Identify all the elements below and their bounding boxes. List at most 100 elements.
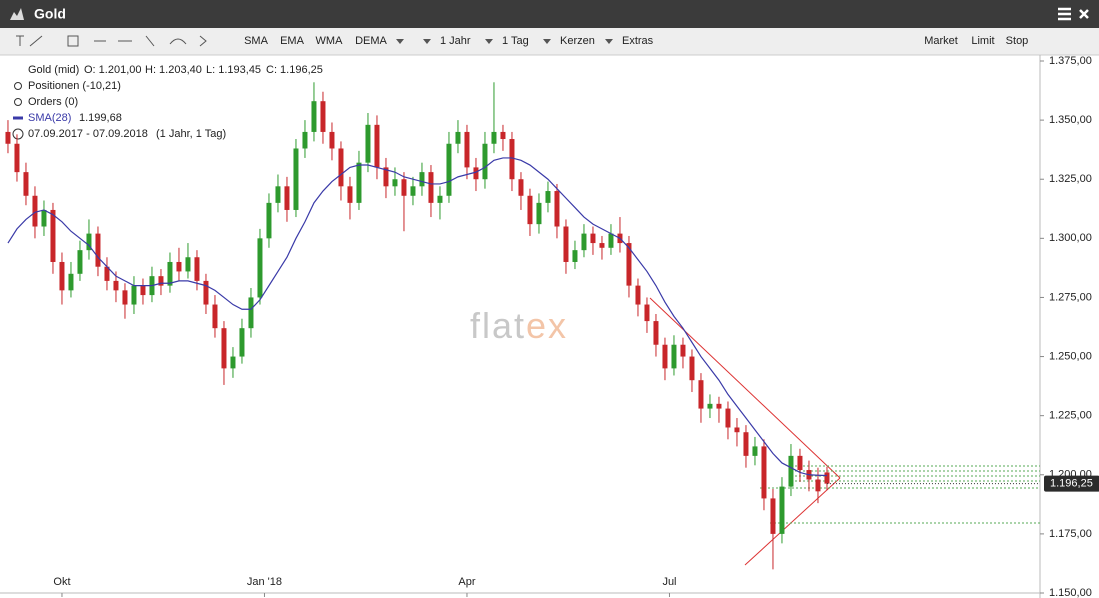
- y-tick-label: 1.275,00: [1049, 291, 1092, 303]
- indicator-button[interactable]: EMA: [280, 35, 305, 47]
- indicator-button[interactable]: SMA: [244, 35, 269, 47]
- legend-icon: [12, 128, 24, 140]
- close-button[interactable]: [1079, 9, 1089, 19]
- candle-body: [185, 257, 191, 272]
- candle-body: [428, 172, 434, 203]
- candle-body: [608, 233, 614, 248]
- candle-body: [716, 403, 722, 409]
- candle-body: [554, 191, 560, 227]
- candle-body: [293, 148, 299, 210]
- dropdown-arrow: [543, 39, 551, 44]
- y-tick-label: 1.175,00: [1049, 528, 1092, 540]
- candle-body: [563, 226, 569, 262]
- candle-body: [797, 455, 803, 471]
- candle-body: [671, 344, 677, 369]
- candle-body: [392, 179, 398, 187]
- candle-body: [14, 143, 20, 173]
- candle-body: [5, 131, 11, 144]
- candle-body: [41, 209, 47, 227]
- candle-body: [212, 304, 218, 329]
- candle-body: [824, 472, 830, 484]
- dropdown-button[interactable]: 1 Jahr: [440, 35, 471, 47]
- sma-line: [7, 157, 827, 477]
- candle-body: [761, 446, 767, 499]
- candle-body: [752, 446, 758, 456]
- candle-body: [68, 273, 74, 291]
- candle-body: [509, 139, 515, 180]
- candle-body: [203, 280, 209, 305]
- candle-body: [77, 250, 83, 274]
- candle-body: [446, 143, 452, 196]
- candle-body: [347, 186, 353, 203]
- y-tick-label: 1.250,00: [1049, 350, 1092, 362]
- candle-body: [176, 261, 182, 272]
- candle-body: [707, 403, 713, 409]
- candle-body: [644, 304, 650, 322]
- candle-body: [653, 321, 659, 345]
- legend: Gold (mid) O: 1.201,00 H: 1.203,40 L: 1.…: [12, 64, 323, 140]
- candle-body: [680, 344, 686, 357]
- y-tick-label: 1.150,00: [1049, 587, 1092, 598]
- candle-body: [104, 266, 110, 281]
- x-tick-label: Apr: [458, 576, 475, 588]
- dropdown-button[interactable]: 1 Tag: [502, 35, 529, 47]
- legend-icon: [14, 82, 22, 90]
- order-button[interactable]: Market: [924, 35, 958, 47]
- candle-body: [689, 356, 695, 381]
- candle-body: [491, 131, 497, 144]
- order-button[interactable]: Limit: [971, 35, 994, 47]
- legend-high: H: 1.203,40: [145, 64, 202, 76]
- candle-body: [419, 172, 425, 187]
- candle-body: [266, 202, 272, 239]
- candle-body: [140, 285, 146, 296]
- candle-body: [518, 179, 524, 196]
- dropdown-button[interactable]: Kerzen: [560, 35, 595, 47]
- candle-body: [815, 479, 821, 492]
- indicator-button[interactable]: WMA: [316, 35, 344, 47]
- candle-body: [626, 243, 632, 286]
- candle-body: [599, 243, 605, 248]
- candle-body: [581, 233, 587, 251]
- candle-body: [50, 209, 56, 262]
- candle-body: [536, 202, 542, 225]
- legend-icon: [14, 98, 22, 106]
- candle-body: [86, 233, 92, 251]
- candle-body: [257, 238, 263, 298]
- candle-body: [473, 167, 479, 180]
- candle-body: [239, 328, 245, 357]
- candle-body: [590, 233, 596, 244]
- candle-body: [320, 101, 326, 132]
- candle-body: [464, 131, 470, 168]
- legend-sma-value: 1.199,68: [79, 112, 122, 124]
- candle-body: [122, 290, 128, 305]
- chart-icon: [10, 8, 24, 20]
- candle-body: [356, 162, 362, 203]
- order-button[interactable]: Stop: [1006, 35, 1029, 47]
- candle-body: [698, 380, 704, 409]
- legend-orders: Orders (0): [28, 96, 78, 108]
- candle-body: [734, 427, 740, 433]
- y-tick-label: 1.350,00: [1049, 114, 1092, 126]
- legend-positions: Positionen (-10,21): [28, 80, 121, 92]
- candle-body: [374, 124, 380, 168]
- y-tick-label: 1.375,00: [1049, 55, 1092, 67]
- candle-body: [158, 276, 164, 286]
- candle-body: [95, 233, 101, 267]
- candle-body: [572, 250, 578, 262]
- candle-body: [23, 172, 29, 196]
- indicator-button[interactable]: DEMA: [355, 35, 387, 47]
- dropdown-arrow: [485, 39, 493, 44]
- candle-body: [311, 101, 317, 132]
- candle-body: [32, 195, 38, 227]
- legend-low: L: 1.193,45: [206, 64, 261, 76]
- candle-body: [779, 486, 785, 534]
- legend-instrument: Gold (mid): [28, 64, 79, 76]
- menu-button[interactable]: [1058, 7, 1071, 21]
- legend-open: O: 1.201,00: [84, 64, 142, 76]
- watermark: flatex: [470, 305, 568, 346]
- candle-body: [662, 344, 668, 369]
- dropdown-button[interactable]: Extras: [622, 35, 654, 47]
- candle-body: [338, 148, 344, 187]
- candle-body: [770, 498, 776, 534]
